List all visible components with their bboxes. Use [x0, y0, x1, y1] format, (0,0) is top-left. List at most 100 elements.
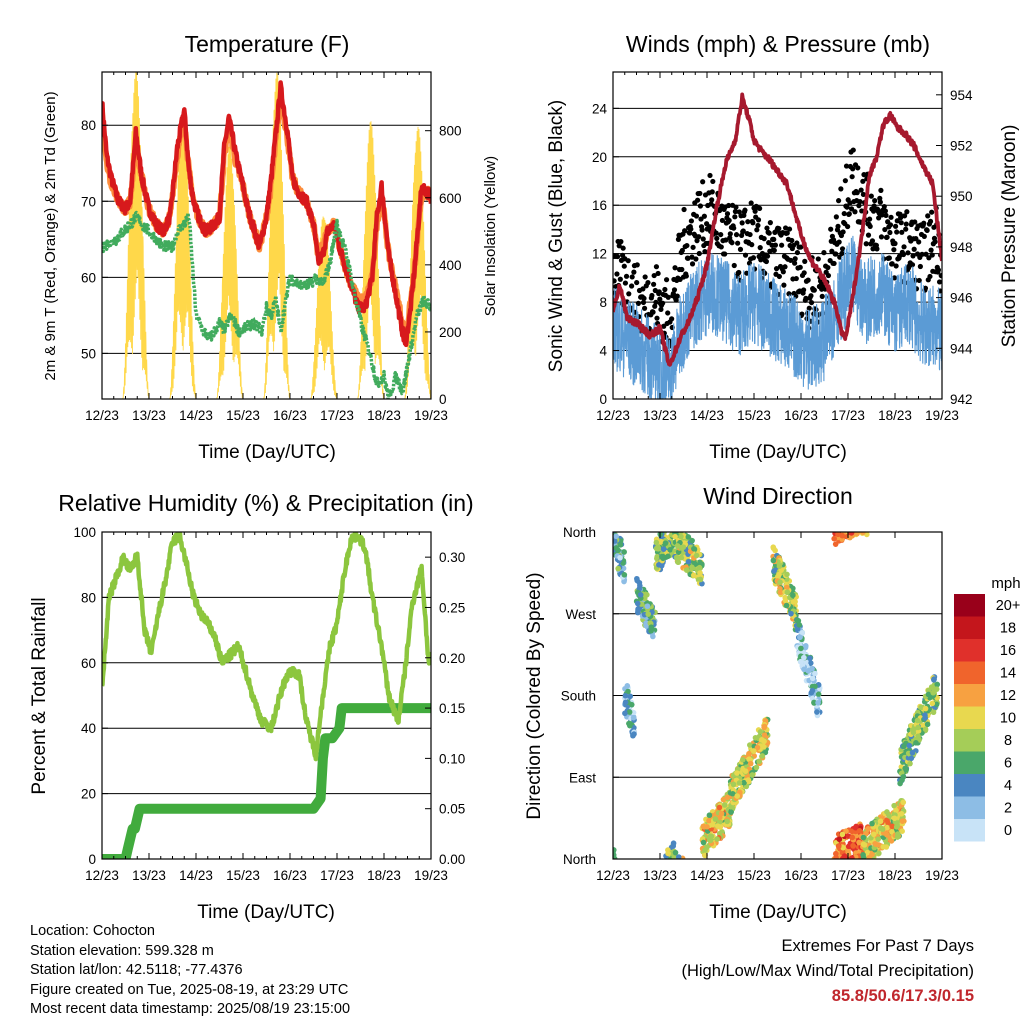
- direction-point: [674, 559, 681, 565]
- direction-point: [706, 817, 712, 824]
- gust-point: [838, 186, 844, 192]
- gust-point: [901, 244, 907, 250]
- direction-point: [617, 554, 623, 561]
- direction-point: [835, 843, 842, 850]
- gust-point: [898, 220, 904, 226]
- direction-point: [929, 700, 936, 707]
- gust-point: [750, 255, 757, 261]
- colorbar-label: 10: [1000, 711, 1016, 727]
- gust-point: [701, 213, 707, 219]
- direction-title: Wind Direction: [703, 483, 853, 509]
- gust-point: [928, 247, 934, 253]
- wind-xtick-label: 19/23: [925, 408, 959, 423]
- direction-point: [815, 699, 821, 706]
- direction-point: [770, 545, 777, 552]
- direction-point: [848, 532, 855, 536]
- colorbar-label: 2: [1004, 801, 1012, 817]
- gust-point: [782, 225, 789, 231]
- gust-point: [682, 228, 688, 234]
- gust-point: [766, 230, 772, 236]
- direction-point: [925, 691, 932, 698]
- direction-point: [922, 705, 929, 712]
- direction-point: [897, 780, 903, 787]
- wind-ytick-label: 0: [599, 392, 607, 407]
- direction-point: [702, 852, 708, 859]
- direction-point: [801, 666, 807, 673]
- direction-point: [809, 687, 816, 694]
- gust-point: [697, 190, 703, 197]
- direction-point: [796, 622, 803, 628]
- gust-point: [794, 240, 800, 246]
- gust-point: [652, 287, 658, 294]
- gust-point: [916, 239, 922, 245]
- colorbar-label: 4: [1004, 778, 1012, 794]
- direction-point: [915, 724, 921, 731]
- temperature-plot-area: [102, 72, 431, 399]
- gust-point: [764, 225, 770, 231]
- direction-point: [717, 824, 724, 830]
- direction-point: [747, 742, 753, 748]
- gust-point: [779, 242, 785, 248]
- gust-point: [700, 236, 706, 242]
- gust-point: [887, 222, 894, 228]
- colorbar-label: 6: [1004, 756, 1012, 772]
- gust-point: [843, 163, 850, 169]
- gust-point: [925, 213, 931, 219]
- direction-ytick-label: West: [565, 607, 596, 622]
- rh-ytick-label: 60: [81, 656, 96, 671]
- gust-point: [755, 222, 761, 229]
- gust-point: [839, 246, 846, 252]
- direction-point: [637, 592, 644, 598]
- gust-point: [857, 199, 863, 205]
- gust-point: [927, 273, 933, 280]
- rh-ytick-right-label: 0.00: [439, 852, 465, 867]
- rh-ytick-right-label: 0.20: [439, 651, 465, 666]
- direction-ytick-label: South: [561, 689, 596, 704]
- gust-point: [893, 263, 899, 269]
- gust-point: [808, 299, 815, 306]
- gust-point: [865, 232, 872, 238]
- direction-point: [799, 630, 806, 636]
- winds-title: Winds (mph) & Pressure (mb): [626, 31, 930, 57]
- direction-point: [672, 533, 678, 540]
- station-elevation: Station elevation: 599.328 m: [30, 942, 214, 959]
- direction-point: [685, 534, 692, 540]
- gust-point: [675, 236, 682, 243]
- gust-point: [755, 217, 762, 223]
- gust-point: [883, 212, 889, 218]
- rh-ytick-label: 20: [81, 787, 96, 802]
- temp-ytick-right-label: 600: [439, 191, 462, 206]
- sonic-wind-line: [613, 235, 942, 399]
- direction-point: [644, 591, 650, 598]
- gust-point: [726, 202, 732, 209]
- direction-point: [831, 535, 837, 542]
- gust-point: [757, 245, 763, 251]
- gust-point: [900, 251, 907, 258]
- rh-ytick-right-label: 0.15: [439, 701, 465, 716]
- gust-point: [685, 255, 691, 261]
- temp-xtick-label: 16/23: [273, 408, 307, 423]
- solar-insolation-line: [102, 72, 431, 399]
- gust-point: [882, 226, 888, 233]
- gust-point: [821, 250, 827, 256]
- gust-point: [846, 211, 852, 217]
- rh-xtick-label: 19/23: [414, 868, 448, 883]
- gust-point: [710, 178, 716, 185]
- direction-point: [750, 748, 757, 754]
- direction-point: [891, 802, 897, 809]
- direction-point: [670, 840, 677, 847]
- gust-point: [850, 147, 856, 153]
- figure-created: Figure created on Tue, 2025-08-19, at 23…: [30, 981, 349, 998]
- direction-point: [901, 743, 907, 750]
- gust-point: [859, 208, 865, 214]
- gust-point: [671, 287, 678, 293]
- gust-point: [767, 220, 773, 226]
- gust-point: [842, 178, 848, 184]
- gust-point: [723, 237, 729, 243]
- direction-point: [860, 852, 866, 858]
- direction-point: [716, 804, 723, 811]
- direction-point: [752, 734, 759, 741]
- gust-point: [784, 230, 790, 236]
- gust-point: [845, 223, 851, 230]
- colorbar-label: 16: [1000, 643, 1016, 659]
